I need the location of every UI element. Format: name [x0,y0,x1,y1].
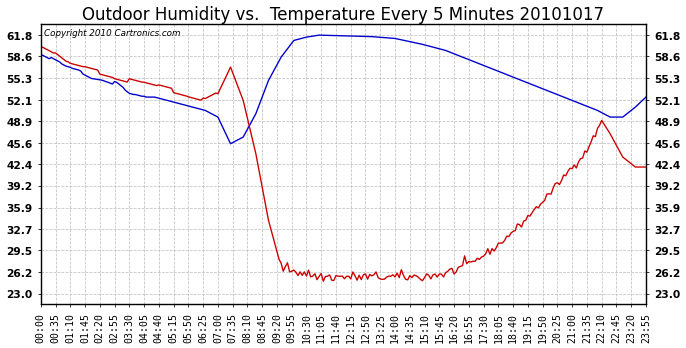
Text: Copyright 2010 Cartronics.com: Copyright 2010 Cartronics.com [44,29,180,38]
Title: Outdoor Humidity vs.  Temperature Every 5 Minutes 20101017: Outdoor Humidity vs. Temperature Every 5… [82,6,604,24]
